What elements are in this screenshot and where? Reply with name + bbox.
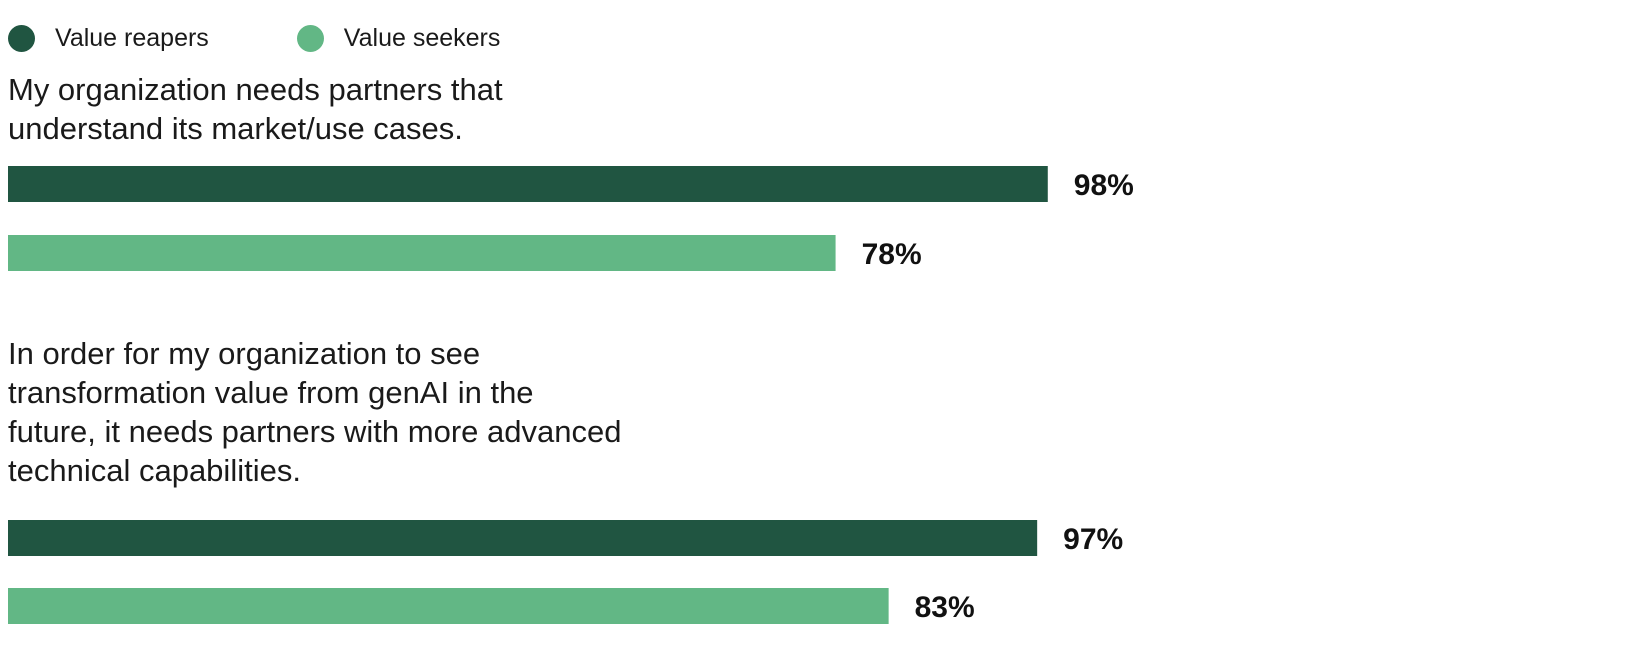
bar-value-reapers-q2: [8, 520, 1038, 556]
question-2-label: In order for my organization to see tran…: [8, 334, 688, 490]
question-1-label: My organization needs partners that unde…: [8, 70, 688, 148]
bar-value-seekers-q2: [8, 588, 889, 624]
legend-swatch-value-seekers: [296, 24, 324, 52]
bar-value-reapers-q1: [8, 166, 1048, 202]
question-1-line: understand its market/use cases.: [8, 111, 463, 146]
legend-swatch-value-reapers: [8, 24, 35, 52]
question-2-line: future, it needs partners with more adva…: [8, 414, 622, 449]
legend-item-value-reapers: Value reapers: [8, 24, 209, 52]
data-label-value-seekers-q1: 78%: [862, 238, 922, 271]
legend-label-value-reapers: Value reapers: [55, 24, 209, 52]
legend-item-value-seekers: Value seekers: [296, 24, 501, 52]
data-label-value-reapers-q2: 97%: [1063, 523, 1123, 556]
question-2-line: In order for my organization to see: [8, 336, 481, 371]
question-1-line: My organization needs partners that: [8, 72, 503, 107]
data-label-value-reapers-q1: 98%: [1074, 169, 1134, 202]
legend: Value reapers Value seekers: [8, 24, 588, 52]
data-label-value-seekers-q2: 83%: [915, 591, 975, 624]
question-2-line: technical capabilities.: [8, 453, 301, 488]
question-2-line: transformation value from genAI in the: [8, 375, 534, 410]
bar-value-seekers-q1: [8, 235, 836, 271]
legend-label-value-seekers: Value seekers: [343, 24, 501, 52]
